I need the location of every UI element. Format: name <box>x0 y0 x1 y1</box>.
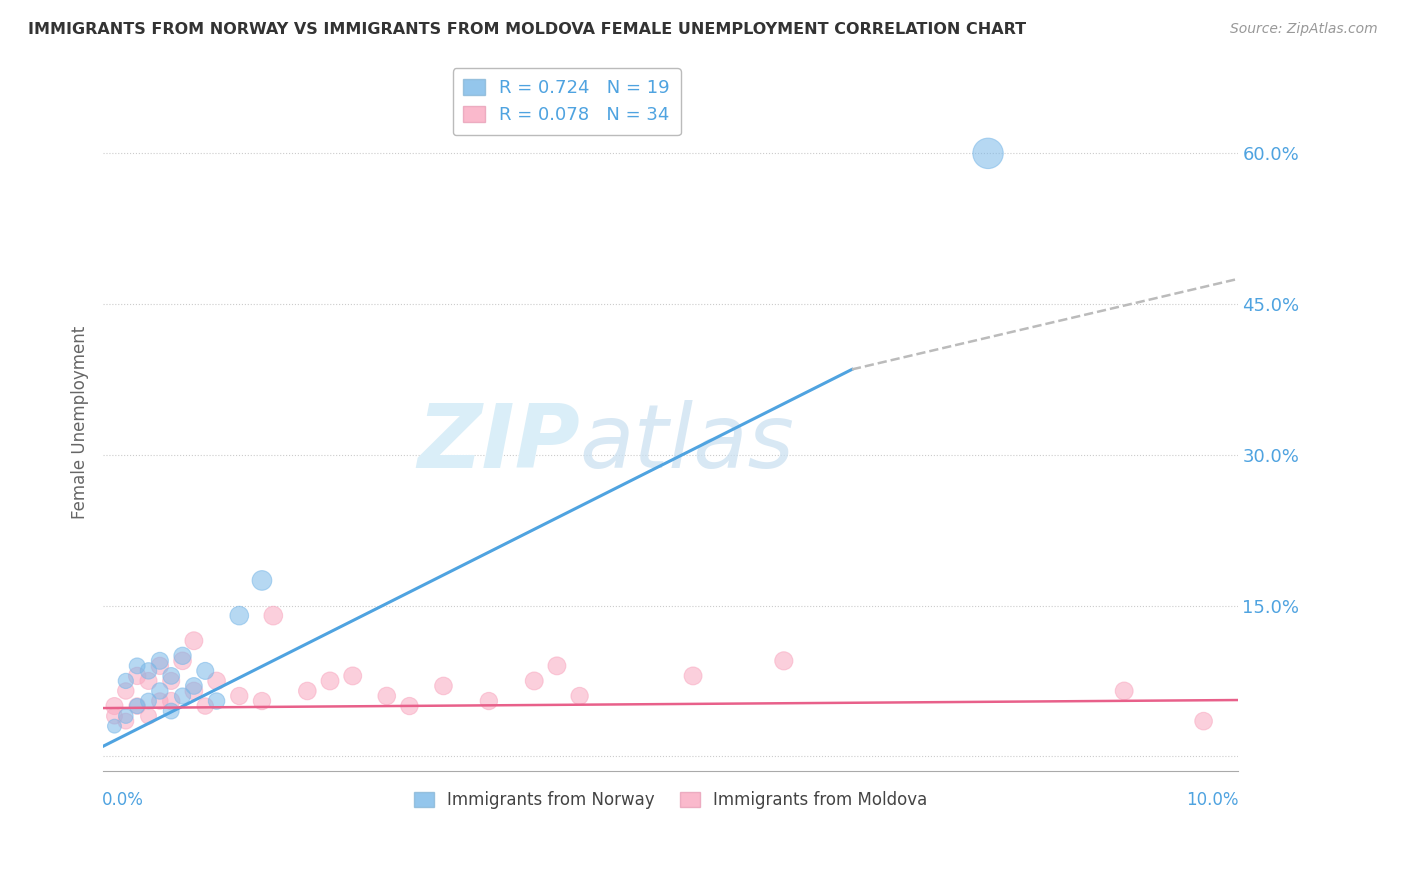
Point <box>977 146 1000 161</box>
Point <box>319 673 342 688</box>
Point <box>149 654 172 668</box>
Point <box>149 684 172 698</box>
Point <box>205 694 228 708</box>
Point <box>228 608 250 623</box>
Point <box>432 679 454 693</box>
Point <box>103 699 125 714</box>
Point <box>183 679 205 693</box>
Point <box>262 608 284 623</box>
Point <box>297 684 319 698</box>
Point <box>682 669 704 683</box>
Point <box>114 684 136 698</box>
Point <box>114 673 136 688</box>
Point <box>250 574 273 588</box>
Point <box>1114 684 1136 698</box>
Point <box>398 699 420 714</box>
Text: 0.0%: 0.0% <box>103 791 143 809</box>
Point <box>546 658 568 673</box>
Point <box>194 664 217 678</box>
Point <box>138 709 160 723</box>
Point <box>375 689 398 703</box>
Point <box>183 684 205 698</box>
Point <box>194 699 217 714</box>
Point <box>250 694 273 708</box>
Point <box>138 664 160 678</box>
Point <box>160 704 183 718</box>
Point <box>127 699 149 714</box>
Text: IMMIGRANTS FROM NORWAY VS IMMIGRANTS FROM MOLDOVA FEMALE UNEMPLOYMENT CORRELATIO: IMMIGRANTS FROM NORWAY VS IMMIGRANTS FRO… <box>28 22 1026 37</box>
Text: Source: ZipAtlas.com: Source: ZipAtlas.com <box>1230 22 1378 37</box>
Point <box>160 673 183 688</box>
Point <box>127 658 149 673</box>
Point <box>127 699 149 714</box>
Point <box>183 633 205 648</box>
Point <box>568 689 591 703</box>
Point <box>103 719 125 733</box>
Point <box>160 694 183 708</box>
Point <box>172 689 194 703</box>
Point <box>205 673 228 688</box>
Point <box>160 669 183 683</box>
Point <box>138 673 160 688</box>
Point <box>772 654 794 668</box>
Text: ZIP: ZIP <box>416 400 579 487</box>
Point <box>172 654 194 668</box>
Point <box>138 694 160 708</box>
Point <box>103 709 125 723</box>
Point <box>172 648 194 663</box>
Text: atlas: atlas <box>579 401 794 486</box>
Point <box>127 669 149 683</box>
Text: 10.0%: 10.0% <box>1187 791 1239 809</box>
Point <box>149 694 172 708</box>
Point <box>1192 714 1215 728</box>
Point <box>478 694 501 708</box>
Legend: Immigrants from Norway, Immigrants from Moldova: Immigrants from Norway, Immigrants from … <box>406 784 934 815</box>
Point <box>149 658 172 673</box>
Point <box>228 689 250 703</box>
Point <box>523 673 546 688</box>
Point <box>114 709 136 723</box>
Point <box>342 669 364 683</box>
Y-axis label: Female Unemployment: Female Unemployment <box>72 326 89 519</box>
Point <box>114 714 136 728</box>
